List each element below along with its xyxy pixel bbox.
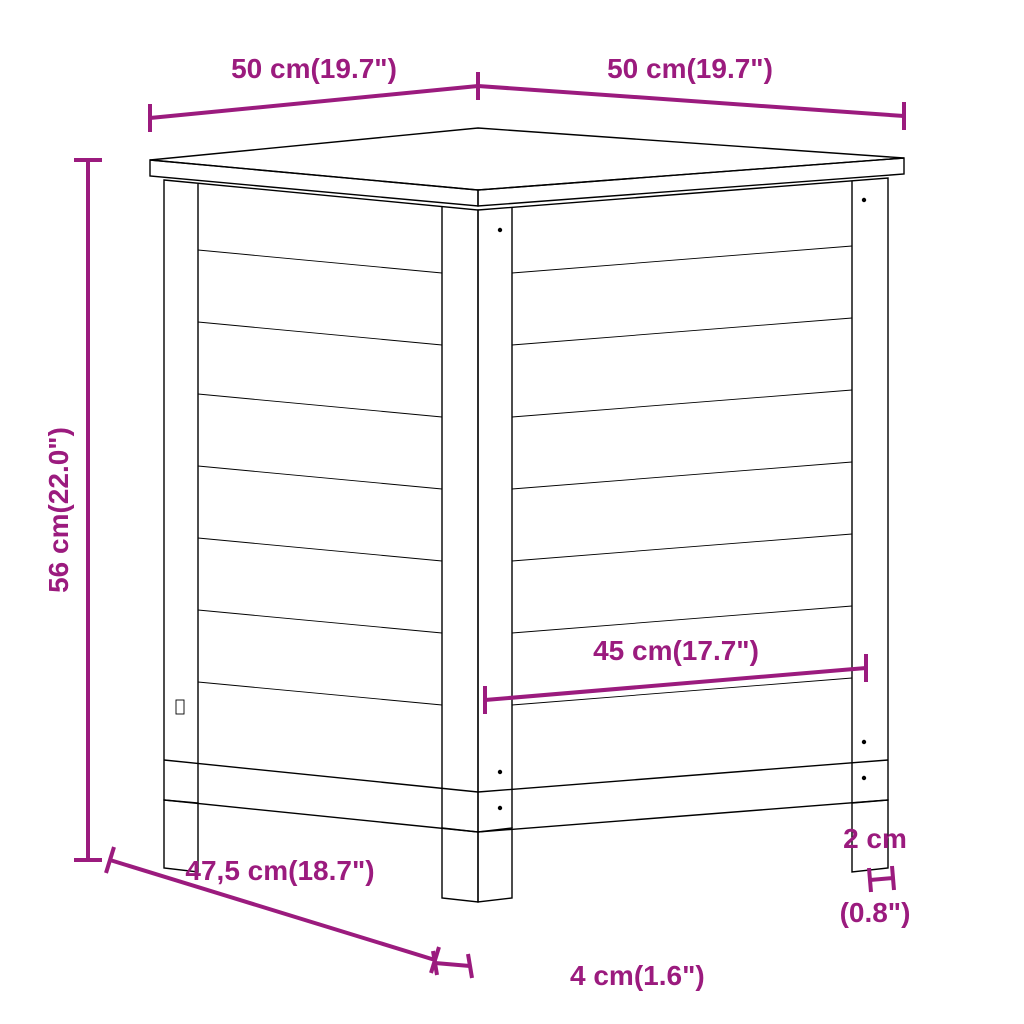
dim-overhang-b: (0.8") — [840, 897, 911, 928]
dim-overhang-a: 2 cm — [843, 823, 907, 854]
dim-leg-width: 4 cm(1.6") — [570, 960, 705, 991]
dim-inner-width: 45 cm(17.7") — [593, 635, 759, 666]
dim-depth: 47,5 cm(18.7") — [185, 855, 374, 886]
dim-height: 56 cm(22.0") — [43, 427, 74, 593]
product-outline — [150, 128, 904, 902]
dimension-annotations: 50 cm(19.7") 50 cm(19.7") 56 cm(22.0") 4… — [43, 53, 910, 991]
dim-top-left: 50 cm(19.7") — [231, 53, 397, 84]
dimension-diagram: 50 cm(19.7") 50 cm(19.7") 56 cm(22.0") 4… — [0, 0, 1024, 1024]
dim-top-right: 50 cm(19.7") — [607, 53, 773, 84]
